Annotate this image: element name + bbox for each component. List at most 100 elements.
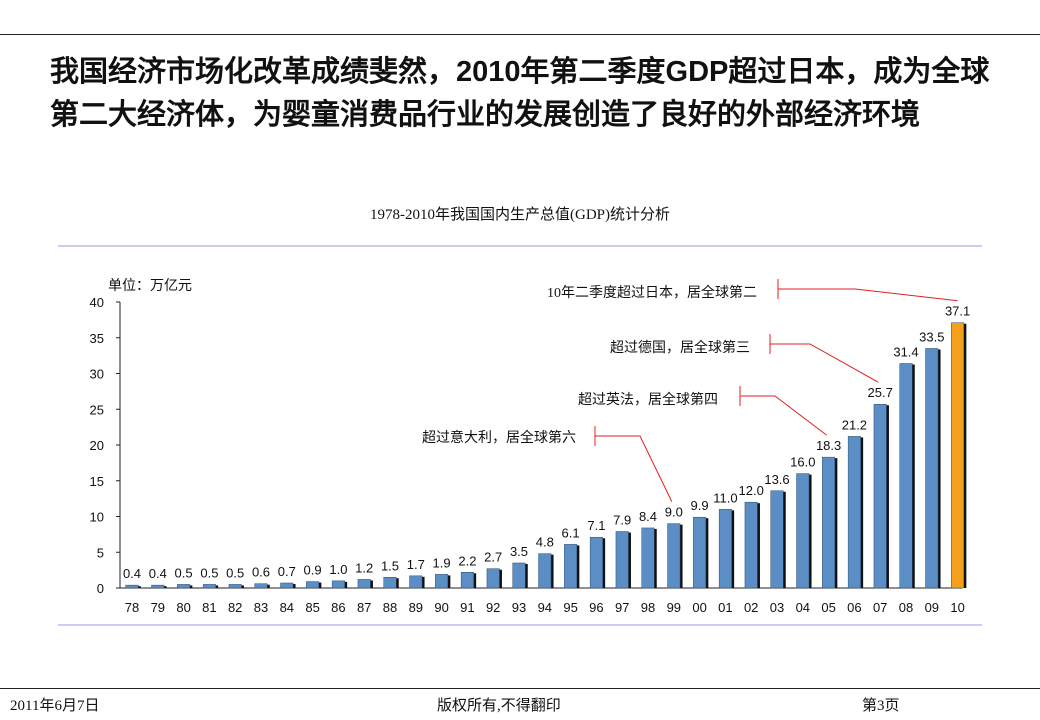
bar-value-label: 37.1 xyxy=(945,304,970,319)
x-tick-label: 97 xyxy=(615,600,629,615)
bar-value-label: 33.5 xyxy=(919,329,944,344)
bar-value-label: 11.0 xyxy=(713,490,737,505)
bar-98 xyxy=(641,527,655,589)
bar-91 xyxy=(460,572,474,589)
x-tick-label: 10 xyxy=(950,600,964,615)
bar-value-label: 2.7 xyxy=(484,550,502,565)
bar-83 xyxy=(254,583,268,589)
x-tick-label: 07 xyxy=(873,600,887,615)
footer-page-number: 第3页 xyxy=(862,698,900,714)
footer-copyright: 版权所有,不得翻印 xyxy=(437,698,561,714)
x-tick-label: 78 xyxy=(125,600,139,615)
annotation-leader-line xyxy=(778,288,958,302)
bar-value-label: 31.4 xyxy=(893,344,918,359)
annotation-leader-line xyxy=(770,343,879,383)
x-tick-label: 83 xyxy=(254,600,268,615)
bar-97 xyxy=(615,531,629,589)
x-tick-label: 03 xyxy=(770,600,784,615)
x-tick-label: 79 xyxy=(151,600,165,615)
x-tick-label: 82 xyxy=(228,600,242,615)
bar-92 xyxy=(486,568,500,589)
bar-value-label: 4.8 xyxy=(536,535,554,550)
bar-value-label: 1.9 xyxy=(433,555,451,570)
x-tick-label: 92 xyxy=(486,600,500,615)
x-tick-label: 98 xyxy=(641,600,655,615)
annotation-leader-line xyxy=(740,395,827,436)
y-tick-label: 40 xyxy=(90,295,104,310)
x-tick-label: 06 xyxy=(847,600,861,615)
bar-03 xyxy=(770,490,784,589)
bar-value-label: 13.6 xyxy=(764,472,789,487)
bar-88 xyxy=(383,577,397,589)
bar-value-label: 8.4 xyxy=(639,509,657,524)
bar-value-label: 0.9 xyxy=(304,563,322,578)
bar-89 xyxy=(409,575,423,589)
bar-value-label: 0.6 xyxy=(252,565,270,580)
bar-87 xyxy=(357,579,371,589)
headline-part5: 超过日本，成为全球第二大经济体，为婴童消费品行业的发展创造了良好的外部经济环境 xyxy=(50,54,990,131)
bar-04 xyxy=(796,473,810,589)
bar-90 xyxy=(435,574,449,589)
x-tick-label: 09 xyxy=(925,600,939,615)
bar-96 xyxy=(589,536,603,589)
bar-value-label: 9.0 xyxy=(665,505,683,520)
bar-value-label: 3.5 xyxy=(510,544,528,559)
x-tick-label: 95 xyxy=(563,600,577,615)
bar-86 xyxy=(331,580,345,589)
unit-label: 单位：万亿元 xyxy=(108,278,192,294)
x-tick-label: 93 xyxy=(512,600,526,615)
y-tick-label: 25 xyxy=(90,402,104,417)
x-tick-label: 08 xyxy=(899,600,913,615)
y-tick-label: 5 xyxy=(97,545,104,560)
bar-value-label: 21.2 xyxy=(842,417,867,432)
bar-07 xyxy=(873,403,887,589)
footer-date: 2011年6月7日 xyxy=(10,698,100,714)
bar-82 xyxy=(228,584,242,589)
bar-value-label: 1.0 xyxy=(329,562,347,577)
x-tick-label: 94 xyxy=(538,600,552,615)
annotation-label: 超过德国，居全球第三 xyxy=(610,339,750,356)
x-tick-label: 88 xyxy=(383,600,397,615)
bar-99 xyxy=(667,523,681,589)
bar-value-label: 0.5 xyxy=(200,565,218,580)
bar-value-label: 7.1 xyxy=(587,518,605,533)
x-tick-label: 91 xyxy=(460,600,474,615)
bar-01 xyxy=(718,509,732,589)
bar-value-label: 6.1 xyxy=(562,525,580,540)
bar-08 xyxy=(899,363,913,589)
x-tick-label: 04 xyxy=(796,600,810,615)
bar-value-label: 1.2 xyxy=(355,560,373,575)
bar-00 xyxy=(693,516,707,589)
x-tick-label: 02 xyxy=(744,600,758,615)
x-tick-label: 00 xyxy=(692,600,706,615)
annotation-leader-line xyxy=(595,435,673,502)
bar-09 xyxy=(925,348,939,589)
y-tick-label: 35 xyxy=(90,331,104,346)
bar-value-label: 1.5 xyxy=(381,558,399,573)
bar-93 xyxy=(512,562,526,589)
annotation-label: 超过英法，居全球第四 xyxy=(578,391,718,408)
bar-value-label: 7.9 xyxy=(613,513,631,528)
bar-value-label: 18.3 xyxy=(816,438,841,453)
x-tick-label: 90 xyxy=(434,600,448,615)
bar-value-label: 0.5 xyxy=(175,565,193,580)
bar-value-label: 0.5 xyxy=(226,565,244,580)
x-tick-label: 89 xyxy=(409,600,423,615)
x-tick-label: 87 xyxy=(357,600,371,615)
bar-value-label: 0.4 xyxy=(149,566,167,581)
x-tick-label: 81 xyxy=(202,600,216,615)
bar-value-label: 2.2 xyxy=(458,553,476,568)
bar-85 xyxy=(306,581,320,589)
bar-value-label: 12.0 xyxy=(739,483,764,498)
footer-rule xyxy=(0,688,1040,689)
bar-value-label: 1.7 xyxy=(407,557,425,572)
bar-80 xyxy=(177,584,191,589)
x-tick-label: 05 xyxy=(821,600,835,615)
bar-value-label: 0.7 xyxy=(278,564,296,579)
headline: 我国经济市场化改革成绩斐然，2010年第二季度GDP超过日本，成为全球第二大经济… xyxy=(50,50,1010,135)
annotation-label: 超过意大利，居全球第六 xyxy=(422,429,576,446)
bar-02 xyxy=(744,501,758,589)
bar-value-label: 0.4 xyxy=(123,566,141,581)
bar-95 xyxy=(564,544,578,589)
x-tick-label: 01 xyxy=(718,600,732,615)
